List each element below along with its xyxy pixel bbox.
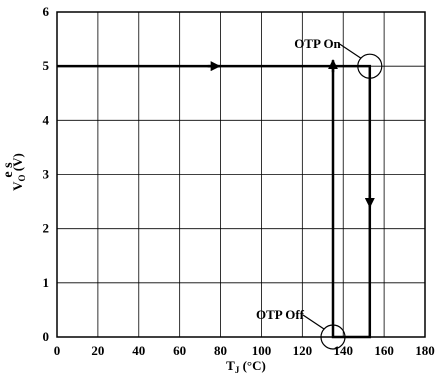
x-tick-label: 100 (252, 343, 272, 358)
y-axis-title-unit: (V) (10, 153, 25, 174)
y-tick-label: 2 (43, 221, 50, 236)
annotation-label: OTP On (294, 36, 341, 51)
y-tick-label: 0 (43, 329, 50, 344)
x-tick-label: 180 (415, 343, 435, 358)
y-tick-label: 6 (43, 4, 50, 19)
x-tick-label: 60 (173, 343, 186, 358)
plot-area-frame (56, 11, 426, 338)
x-axis-title: TJ (°C) (226, 358, 266, 375)
annotation-circle (320, 324, 346, 350)
x-tick-label: 0 (54, 343, 61, 358)
x-tick-label: 80 (214, 343, 227, 358)
series-layer (57, 59, 375, 339)
y-tick-label: 3 (43, 167, 50, 182)
x-tick-label: 160 (374, 343, 394, 358)
annotation-label: OTP Off (256, 307, 305, 322)
x-axis-title-main: T (226, 358, 235, 373)
y-tick-label: 5 (43, 58, 50, 73)
x-tick-label: 40 (132, 343, 145, 358)
annotation-leader (302, 314, 325, 330)
series-line (57, 64, 372, 339)
x-axis-title-unit: (°C) (239, 358, 266, 373)
x-tick-label: 140 (333, 343, 353, 358)
x-tick-label: 120 (293, 343, 313, 358)
y-axis-title: VO (V) (10, 153, 27, 191)
x-tick-label: 20 (91, 343, 104, 358)
y-tick-labels: 0 1 2 3 4 5 6 (43, 4, 50, 344)
y-tick-label: 1 (43, 275, 50, 290)
y-axis-title-sub: O (17, 174, 27, 181)
clipped-edge-text: e s (1, 162, 16, 178)
annotation-leader (339, 43, 362, 59)
x-tick-labels: 0 20 40 60 80 100 120 140 160 180 (54, 343, 435, 358)
y-axis-title-main: V (10, 181, 25, 191)
x-axis-title-sub: J (235, 365, 240, 375)
annotation-circle (357, 53, 383, 79)
annotation-layer: OTP On OTP Off (256, 36, 383, 350)
y-tick-label: 4 (43, 112, 50, 127)
